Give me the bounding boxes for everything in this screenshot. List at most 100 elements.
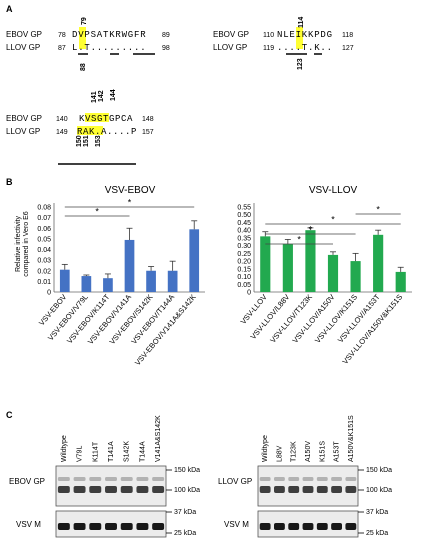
y-tick-label: 0.07 (37, 215, 51, 222)
gp-smear (259, 477, 271, 481)
lane-label: V141A&S142K (155, 415, 162, 462)
vsv-m-band (120, 523, 133, 530)
bar (124, 239, 135, 292)
marker-37-kda: 37 kDa (366, 509, 388, 516)
y-tick-label: 0.35 (237, 235, 251, 242)
y-tick-label: 0.25 (237, 251, 251, 258)
highlight-llov-residues (77, 126, 103, 135)
y-tick-label: 0.30 (237, 243, 251, 250)
alignment-2: 114 EBOV GP 110 NLEIKKPDG 118 LLOV GP 11… (213, 17, 354, 70)
marker-150-kda: 150 kDa (366, 467, 392, 474)
y-tick-label: 0.01 (37, 279, 51, 286)
y-tick-label: 0.05 (237, 282, 251, 289)
blot-label-ebov-gp: EBOV GP (9, 477, 45, 486)
highlight-residue-79 (79, 27, 86, 49)
gp-band (152, 486, 165, 493)
vsv-m-band (274, 523, 285, 530)
bottom-residue-number: 88 (80, 63, 87, 71)
vsv-m-band (288, 523, 300, 530)
top-residue-number: 142 (98, 90, 105, 102)
significance-star: * (331, 215, 335, 225)
y-tick-label: 0.45 (237, 220, 251, 227)
gp-smear (331, 477, 342, 481)
top-residue-number: 144 (110, 89, 117, 101)
significance-star: * (95, 207, 99, 217)
bar (373, 234, 384, 292)
gp-smear (152, 477, 165, 481)
top-residue-number: 141 (91, 91, 98, 103)
vsv-m-band (89, 523, 102, 530)
significance-star: * (128, 198, 132, 208)
gp-smear (274, 477, 285, 481)
row2-end: 127 (342, 45, 354, 52)
bar (146, 270, 156, 292)
gp-band (57, 486, 70, 493)
gp-band (274, 486, 285, 493)
bar (260, 236, 271, 292)
gp-band (120, 486, 133, 493)
lane-label: K151S (319, 441, 326, 462)
row2-sequence: L.T......... (72, 43, 146, 53)
gp-band (89, 486, 102, 493)
y-tick-label: 0.02 (37, 268, 51, 275)
bar (81, 276, 92, 292)
alignment-3: 141 142 144 EBOV GP 140 KVSGTGPCA 148 LL… (6, 89, 154, 165)
y-axis-label-line2: compared in Vero E6 (23, 211, 30, 276)
bar (395, 271, 406, 292)
lane-label: V79L (77, 446, 84, 462)
bar (167, 270, 178, 292)
row1-name: EBOV GP (6, 114, 42, 123)
gp-band (316, 486, 328, 493)
y-tick-label: 0.55 (237, 205, 251, 212)
row2-start: 87 (58, 45, 66, 52)
row1-sequence: NLEIKKPDG (277, 30, 333, 40)
significance-star: * (297, 235, 301, 245)
row1-start: 78 (58, 32, 66, 39)
lane-label: T123K (291, 441, 298, 462)
row1-start: 140 (56, 116, 68, 123)
row1-sequence: KVSGTGPCA (79, 114, 133, 124)
gp-smear (89, 477, 102, 481)
row2-start: 149 (56, 129, 68, 136)
chart-title: VSV-EBOV (105, 185, 156, 196)
bar (305, 230, 316, 292)
bar (189, 229, 200, 292)
row2-sequence: ....T.K.. (277, 43, 333, 53)
y-tick-label: 0.05 (37, 236, 51, 243)
vsv-m-band (152, 523, 165, 530)
top-residue-number: 79 (81, 17, 88, 25)
gp-band (259, 486, 271, 493)
lane-label: L88V (276, 445, 283, 462)
row2-start: 119 (263, 45, 274, 52)
row2-end: 98 (162, 45, 170, 52)
y-tick-label: 0 (247, 290, 251, 297)
y-tick-label: 0.03 (37, 258, 51, 265)
bar (282, 244, 293, 292)
lane-label: Wildtype (262, 435, 269, 462)
top-residue-number: 114 (298, 17, 305, 28)
highlight-residue-114 (296, 27, 303, 49)
bar (59, 269, 70, 292)
marker-100-kda: 100 kDa (174, 487, 200, 494)
y-tick-label: 0.50 (237, 212, 251, 219)
panel-c-label: C (6, 410, 13, 420)
vsv-m-band (345, 523, 357, 530)
y-tick-label: 0.20 (237, 259, 251, 266)
gp-smear (316, 477, 328, 481)
row1-name: EBOV GP (6, 30, 42, 39)
bottom-residue-number: 123 (297, 58, 304, 70)
highlight-ebov-residues (85, 113, 109, 122)
western-blot-ebov: Wildtype V79L K114T T141A S142K T144A V141A&S1… (9, 415, 200, 538)
gp-band (105, 486, 117, 493)
significance-star: * (376, 205, 380, 215)
y-tick-label: 0.40 (237, 228, 251, 235)
vsv-m-band (302, 523, 314, 530)
panel-b-label: B (6, 177, 13, 187)
row1-end: 89 (162, 32, 170, 39)
y-tick-label: 0.15 (237, 266, 251, 273)
row2-name: LLOV GP (6, 127, 40, 136)
gp-smear (105, 477, 117, 481)
row2-end: 157 (142, 129, 154, 136)
bar (103, 278, 113, 292)
